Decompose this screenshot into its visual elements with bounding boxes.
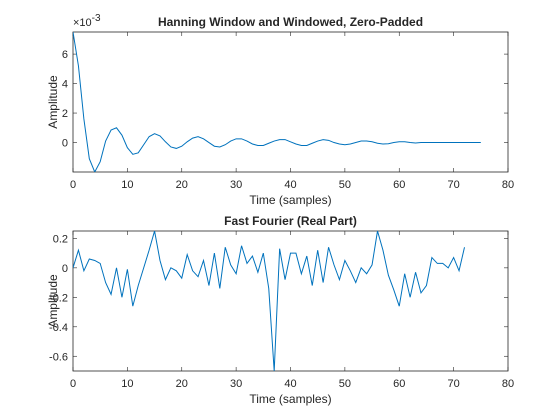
y-tick-label: 2: [62, 108, 68, 120]
x-tick-label: 60: [393, 378, 405, 390]
x-tick-label: 10: [121, 179, 133, 191]
chart-title: Fast Fourier (Real Part): [224, 214, 357, 228]
bottom-axes: 0 10 20 30 40 50 60 70 80 -0.6 -0.4 -0.2 0 0.2 Fast Fo…: [46, 214, 514, 406]
y-axis-label: Amplitude: [46, 274, 60, 328]
x-tick-label: 50: [339, 179, 351, 191]
x-tick-label: 30: [230, 378, 242, 390]
x-tick-label: 70: [448, 378, 460, 390]
series-line: [73, 32, 481, 172]
x-tick-label: 50: [339, 378, 351, 390]
y-tick-label: -0.2: [49, 292, 68, 304]
x-tick-label: 80: [502, 179, 514, 191]
y-tick-label: 4: [62, 79, 68, 91]
y-axis-label: Amplitude: [46, 75, 60, 129]
y-tick-label: -0.4: [49, 322, 68, 334]
y-tick-label: 0: [62, 138, 68, 150]
y-exponent-power: -3: [92, 13, 101, 24]
x-tick-label: 70: [448, 179, 460, 191]
x-axis-label: Time (samples): [249, 392, 331, 406]
y-tick-label: 6: [62, 49, 68, 61]
x-axis-label: Time (samples): [249, 193, 331, 207]
y-exponent-label: ×10-3: [73, 13, 101, 29]
y-exponent-base: ×10: [73, 17, 92, 29]
x-tick-label: 0: [70, 378, 76, 390]
chart-title: Hanning Window and Windowed, Zero-Padded: [158, 15, 423, 29]
top-axes: 0 10 20 30 40 50 60 70 80 0 2 4 6 ×10-3 Hanning Window…: [46, 13, 514, 207]
x-tick-label: 10: [121, 378, 133, 390]
y-tick-label: 0.2: [53, 233, 68, 245]
x-tick-label: 20: [176, 179, 188, 191]
plot-area: [72, 230, 509, 372]
y-tick-label: -0.6: [49, 351, 68, 363]
x-tick-label: 60: [393, 179, 405, 191]
x-tick-label: 0: [70, 179, 76, 191]
plot-area: [72, 31, 509, 173]
y-tick-label: 0: [62, 263, 68, 275]
x-tick-label: 20: [176, 378, 188, 390]
x-tick-label: 30: [230, 179, 242, 191]
x-tick-label: 40: [284, 179, 296, 191]
x-tick-label: 80: [502, 378, 514, 390]
x-tick-label: 40: [284, 378, 296, 390]
series-line: [73, 231, 465, 371]
